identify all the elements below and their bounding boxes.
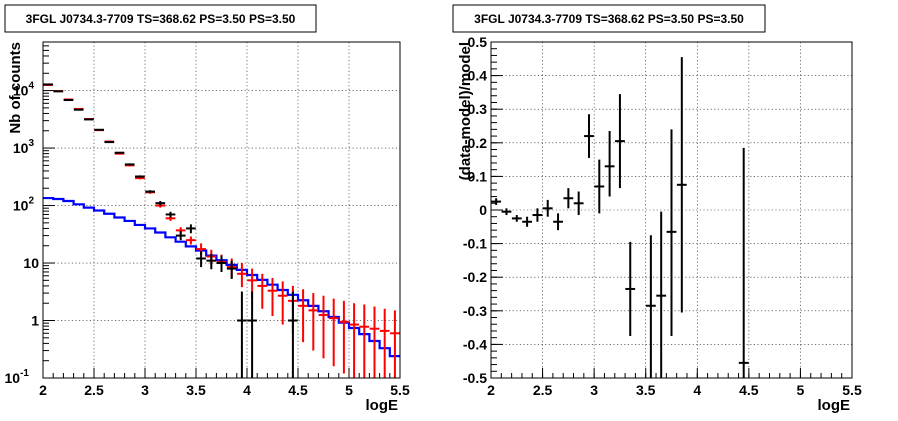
y-tick-label: 0.5 [468, 34, 488, 50]
chart-title: 3FGL J0734.3-7709 TS=368.62 PS=3.50 PS=3… [26, 12, 296, 26]
y-tick-label: -0.4 [463, 336, 487, 352]
plot-frame [42, 41, 401, 379]
x-tick-label: 3 [590, 382, 598, 398]
plot-frame [490, 41, 853, 379]
y-axis-title: (data-model)/model [457, 42, 474, 180]
residuals-panel: 2 2.5 3 3.5 4 4.5 5 5.5 -0.5 -0.4 -0.3 -0.2 -0.1 0 0.1… [452, 4, 862, 414]
x-axis-title: logE [366, 397, 399, 414]
title-box [4, 4, 317, 33]
y-tick-label: -0.3 [463, 303, 487, 319]
y-tick-label: 0 [479, 202, 487, 218]
x-tick-label: 3.5 [186, 382, 206, 398]
x-tick-label: 4.5 [288, 382, 308, 398]
y-tick-label: 102 [13, 196, 35, 214]
x-tick-label: 5.5 [390, 382, 410, 398]
x-tick-label: 4 [693, 382, 701, 398]
x-tick-label: 3 [141, 382, 149, 398]
y-axis-title: Nb of counts [7, 42, 24, 134]
y-tick-label: -0.5 [463, 370, 487, 386]
x-axis-title: logE [818, 397, 851, 414]
y-tick-label: 103 [13, 138, 35, 156]
y-tick-label: 0.2 [468, 135, 488, 151]
y-tick-label: 0.3 [468, 101, 488, 117]
y-tick-label: -0.2 [463, 269, 487, 285]
title-box [452, 4, 766, 33]
x-tick-label: 5 [797, 382, 805, 398]
x-tick-label: 5.5 [842, 382, 862, 398]
chart-title: 3FGL J0734.3-7709 TS=368.62 PS=3.50 PS=3… [474, 12, 744, 26]
x-tick-label: 5 [345, 382, 353, 398]
x-tick-label: 4 [243, 382, 251, 398]
y-tick-label: 10-1 [5, 368, 30, 386]
x-tick-label: 2 [39, 382, 47, 398]
y-tick-label: 0.1 [468, 168, 488, 184]
y-tick-label: 0.4 [468, 68, 488, 84]
x-tick-label: 4.5 [739, 382, 759, 398]
y-tick-label: -0.1 [463, 236, 487, 252]
x-tick-label: 2.5 [533, 382, 553, 398]
x-tick-label: 2.5 [84, 382, 104, 398]
y-tick-label: 1 [31, 313, 39, 329]
y-tick-label: 10 [23, 255, 39, 271]
counts-panel: 2 2.5 3 3.5 4 4.5 5 5.5 10-1 1 10 102 103 104 logE Nb o… [4, 4, 410, 414]
y-tick-label: 104 [13, 81, 35, 99]
x-tick-label: 3.5 [636, 382, 656, 398]
x-tick-label: 2 [487, 382, 495, 398]
